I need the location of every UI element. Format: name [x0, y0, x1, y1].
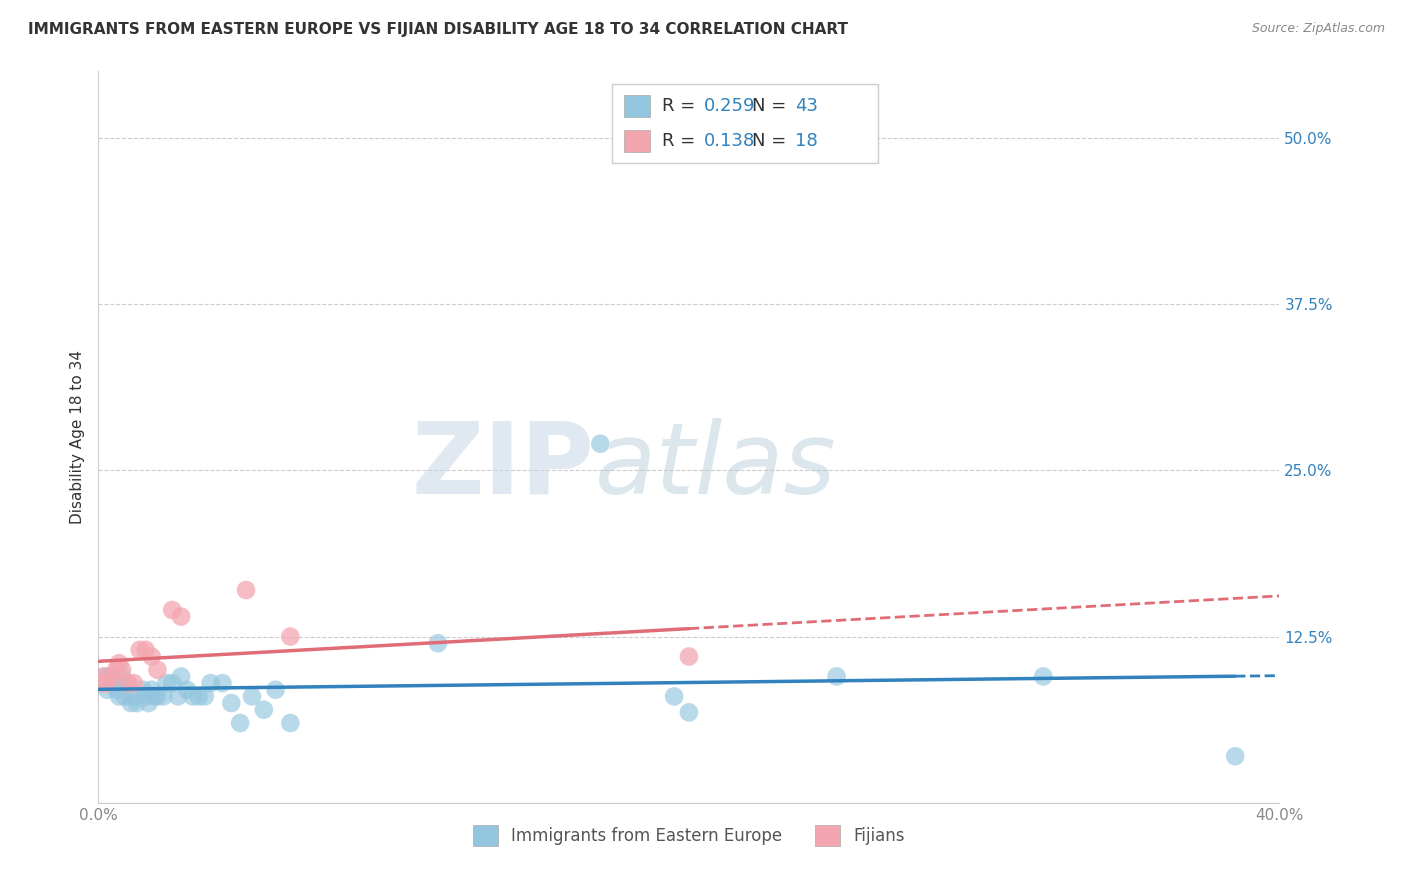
Point: [194, 690, 217, 704]
Point: [200, 676, 222, 690]
Text: R =: R =: [662, 96, 700, 115]
Point: [825, 669, 848, 683]
Point: [135, 690, 157, 704]
Text: 18: 18: [796, 132, 818, 150]
Point: [141, 649, 163, 664]
Y-axis label: Disability Age 18 to 34: Disability Age 18 to 34: [69, 350, 84, 524]
Text: 43: 43: [796, 96, 818, 115]
Point: [122, 676, 145, 690]
Point: [181, 690, 204, 704]
Point: [155, 676, 177, 690]
Point: [122, 690, 145, 704]
Text: 0.259: 0.259: [704, 96, 756, 115]
Legend: Immigrants from Eastern Europe, Fijians: Immigrants from Eastern Europe, Fijians: [472, 825, 905, 846]
Point: [117, 676, 139, 690]
Point: [211, 676, 233, 690]
Point: [90, 676, 112, 690]
Point: [143, 690, 166, 704]
Point: [664, 690, 686, 704]
Point: [93, 669, 115, 683]
Point: [146, 663, 169, 677]
Point: [167, 690, 190, 704]
Point: [170, 609, 193, 624]
Point: [135, 643, 157, 657]
Point: [589, 436, 612, 450]
Bar: [624, 95, 650, 117]
Point: [280, 630, 302, 644]
Point: [235, 582, 257, 597]
Point: [120, 696, 142, 710]
Point: [96, 676, 118, 690]
Point: [678, 649, 700, 664]
Point: [96, 682, 118, 697]
Point: [1032, 669, 1054, 683]
Point: [221, 696, 243, 710]
Point: [146, 690, 169, 704]
Point: [141, 682, 163, 697]
Point: [111, 669, 134, 683]
Text: 0.138: 0.138: [704, 132, 755, 150]
Point: [114, 690, 136, 704]
Point: [93, 669, 115, 683]
Point: [1225, 749, 1247, 764]
Text: IMMIGRANTS FROM EASTERN EUROPE VS FIJIAN DISABILITY AGE 18 TO 34 CORRELATION CHA: IMMIGRANTS FROM EASTERN EUROPE VS FIJIAN…: [28, 22, 848, 37]
Point: [125, 696, 148, 710]
Point: [162, 676, 183, 690]
FancyBboxPatch shape: [612, 84, 877, 163]
Point: [108, 690, 131, 704]
Point: [111, 663, 134, 677]
Point: [187, 690, 209, 704]
Point: [98, 669, 121, 683]
Point: [162, 603, 183, 617]
Text: N =: N =: [752, 132, 792, 150]
Point: [105, 682, 128, 697]
Text: atlas: atlas: [595, 417, 837, 515]
Point: [152, 690, 174, 704]
Point: [108, 656, 131, 670]
Text: ZIP: ZIP: [412, 417, 595, 515]
Point: [103, 669, 125, 683]
Point: [427, 636, 450, 650]
Point: [103, 676, 125, 690]
Point: [128, 643, 150, 657]
Point: [240, 690, 263, 704]
Point: [132, 682, 155, 697]
Text: N =: N =: [752, 96, 792, 115]
Bar: [624, 130, 650, 152]
Point: [253, 703, 276, 717]
Point: [280, 716, 302, 731]
Point: [90, 676, 112, 690]
Text: R =: R =: [662, 132, 700, 150]
Point: [170, 669, 193, 683]
Point: [105, 663, 128, 677]
Text: Source: ZipAtlas.com: Source: ZipAtlas.com: [1251, 22, 1385, 36]
Point: [264, 682, 287, 697]
Point: [138, 696, 160, 710]
Point: [176, 682, 198, 697]
Point: [117, 676, 139, 690]
Point: [678, 706, 700, 720]
Point: [229, 716, 252, 731]
